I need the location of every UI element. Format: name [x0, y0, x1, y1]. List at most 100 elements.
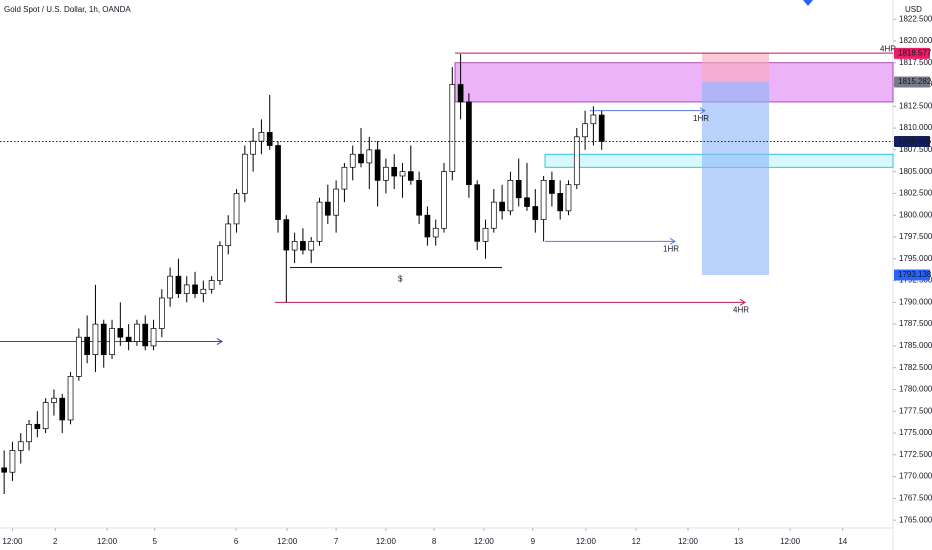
candle-body [17, 441, 24, 451]
position-risk [702, 53, 769, 83]
candle-body [167, 275, 173, 299]
x-tick-label: 5 [153, 537, 158, 546]
candle-body [175, 275, 182, 294]
candle-body [217, 245, 223, 281]
candle-body [474, 184, 481, 242]
candle-body [291, 240, 298, 251]
candle-body [499, 201, 505, 212]
x-tick-label: 13 [734, 537, 743, 546]
y-tick-label: 1785.000 [899, 341, 932, 350]
currency: USD [905, 5, 922, 14]
x-tick-label: 14 [838, 537, 847, 546]
candle-body [42, 402, 49, 430]
candle-body [158, 297, 165, 329]
candle-body [565, 184, 572, 212]
level-label: 4HR [733, 305, 749, 314]
candle-body [200, 288, 207, 294]
y-tick-label: 1765.000 [899, 515, 932, 524]
level-label: 1HR [693, 114, 709, 123]
candle-body [150, 328, 157, 347]
y-tick-label: 1770.000 [899, 472, 932, 481]
candle-body [51, 397, 57, 403]
x-tick-label: 8 [432, 537, 437, 546]
arrow-head [739, 298, 746, 306]
candle-body [34, 423, 41, 430]
candle-body [540, 180, 547, 220]
candle-body [208, 280, 215, 290]
candle-body [515, 180, 522, 199]
x-tick-label: 12:00 [780, 537, 801, 546]
candle-body [424, 214, 431, 238]
candle-body [457, 84, 464, 103]
candle-body [59, 397, 66, 421]
candle-body [92, 323, 99, 355]
y-tick-label: 1817.500 [899, 58, 932, 67]
price-tag [894, 76, 930, 88]
y-tick-label: 1782.500 [899, 363, 932, 372]
candle-body [466, 101, 472, 186]
candle-body [125, 336, 132, 342]
x-tick-label: 7 [334, 537, 339, 546]
y-tick-label: 1820.000 [899, 36, 932, 45]
candle-body [341, 166, 348, 190]
candle-body [134, 323, 140, 342]
y-tick-label: 1775.000 [899, 428, 932, 437]
y-tick-label: 1795.000 [899, 254, 932, 263]
arrow-head [216, 338, 223, 345]
y-tick-label: 1822.500 [899, 14, 932, 23]
candle-body [75, 336, 82, 377]
candle-body [1, 467, 7, 473]
y-tick-label: 1790.000 [899, 297, 932, 306]
candle-body [241, 153, 248, 194]
x-tick-label: 12:00 [376, 537, 397, 546]
candle-body [225, 223, 232, 247]
candle-body [67, 376, 74, 421]
x-tick-label: 9 [531, 537, 536, 546]
candle-body [449, 84, 456, 172]
level-label: $ [398, 275, 403, 284]
level-label: 4HR [880, 44, 896, 53]
zone [454, 62, 894, 103]
candle-body [407, 171, 414, 181]
candle-body [117, 328, 124, 338]
candle-body [598, 114, 605, 142]
candle-body [358, 153, 364, 164]
x-tick-label: 12:00 [97, 537, 118, 546]
y-tick-label: 1805.000 [899, 167, 932, 176]
chart-title: Gold Spot / U.S. Dollar, 1h, OANDA [4, 5, 131, 14]
level-label: 1HR [663, 244, 679, 253]
candle-body [582, 123, 588, 138]
x-tick-label: 12:00 [678, 537, 699, 546]
candle-body [573, 136, 580, 186]
candle-body [316, 201, 323, 242]
y-tick-label: 1810.000 [899, 123, 932, 132]
candle-body [283, 219, 290, 251]
candle-body [383, 166, 389, 181]
y-tick-label: 1800.000 [899, 210, 932, 219]
candle-body [441, 171, 447, 229]
candle-body [183, 284, 190, 294]
candle-body [333, 188, 339, 216]
candle-body [324, 201, 331, 216]
x-tick-label: 2 [53, 537, 58, 546]
x-tick-label: 12:00 [474, 537, 495, 546]
candle-body [532, 206, 539, 220]
y-tick-label: 1812.500 [899, 101, 932, 110]
price-tag [894, 135, 930, 147]
x-tick-label: 6 [234, 537, 239, 546]
candle-body [9, 450, 16, 473]
candle-body [258, 132, 265, 142]
candle-body [482, 227, 489, 242]
candle-body [507, 180, 514, 212]
marker [803, 0, 813, 6]
candle-body [416, 180, 422, 216]
candle-body [366, 149, 373, 164]
arrow-head [699, 107, 706, 115]
y-tick-label: 1777.500 [899, 406, 932, 415]
x-tick-label: 12:00 [576, 537, 597, 546]
price-tag-label: 1815.282 [898, 77, 932, 86]
price-tag [894, 47, 930, 59]
candle-body [142, 323, 149, 347]
x-tick-label: 12:00 [277, 537, 298, 546]
candle-body [84, 336, 90, 355]
